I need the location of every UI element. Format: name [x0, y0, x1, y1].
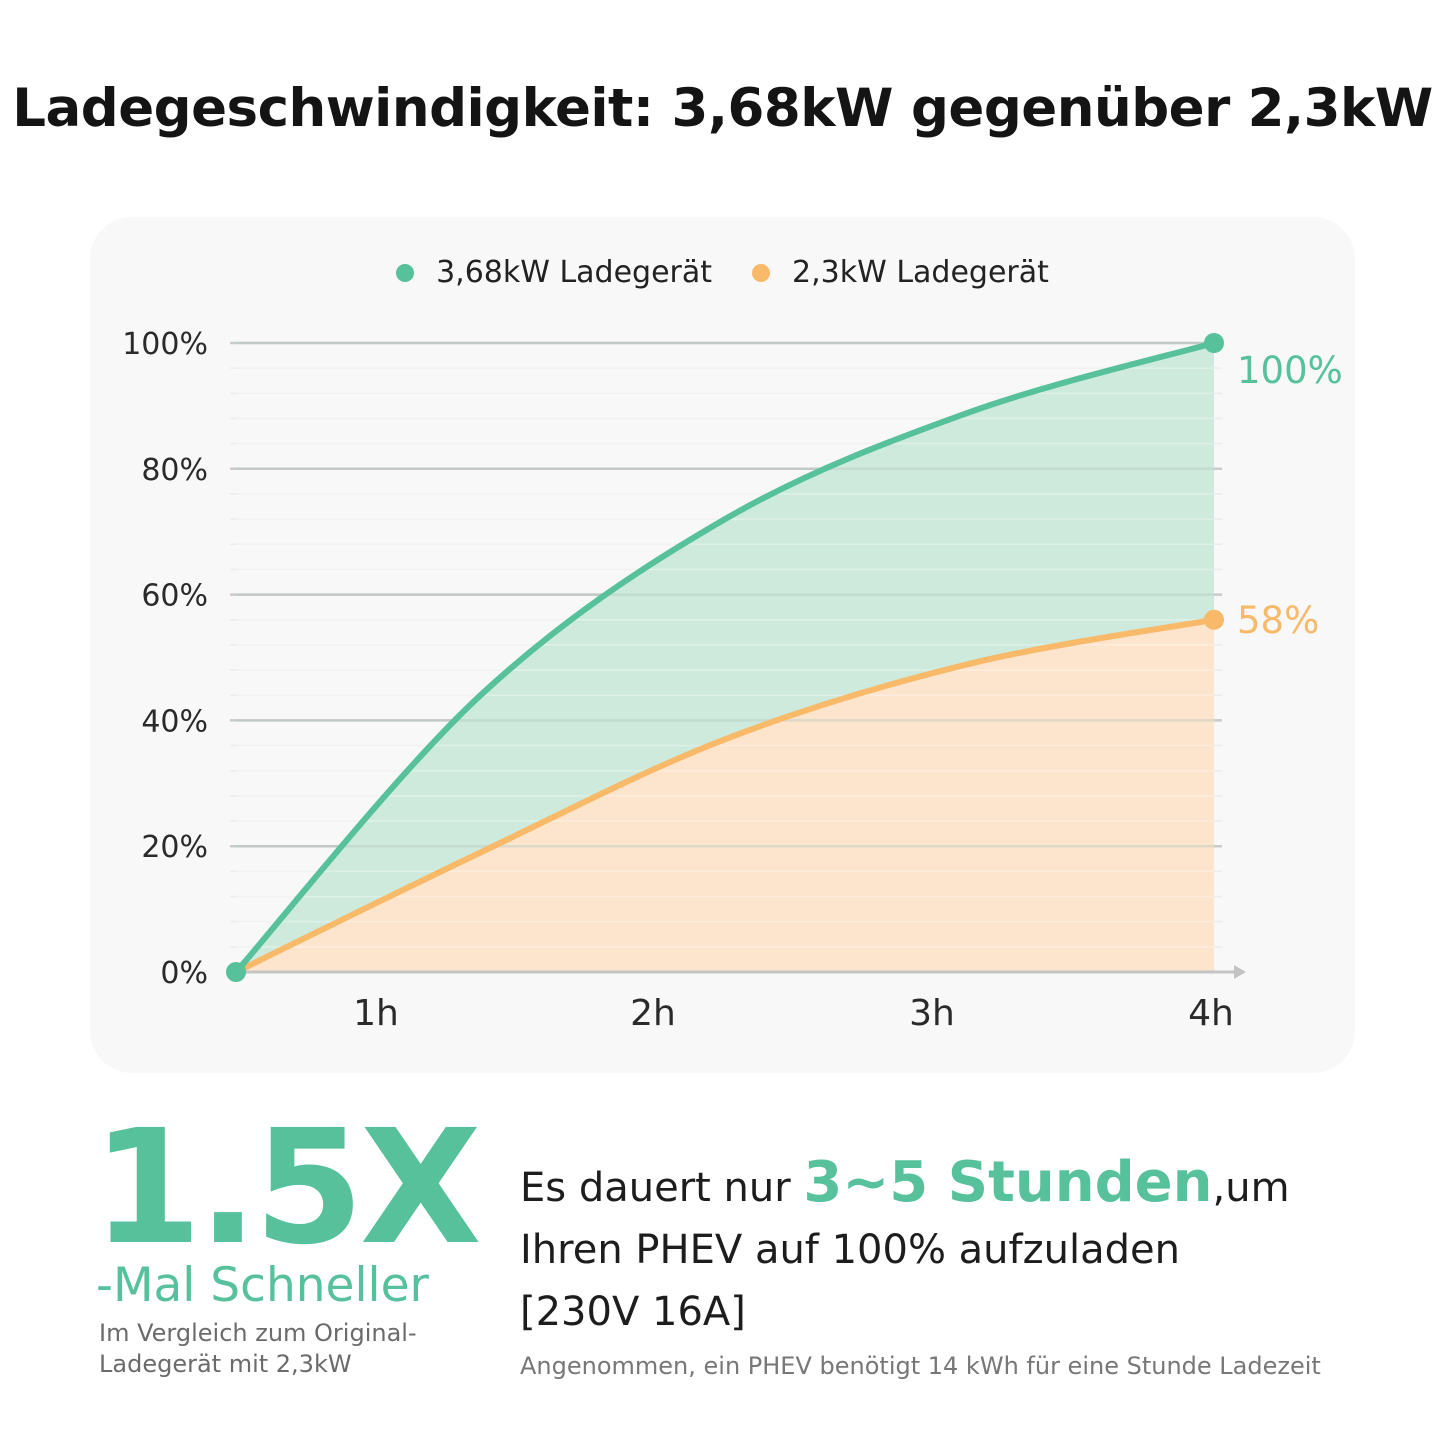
legend-dot-green-icon [396, 263, 415, 282]
legend-label-slow: 2,3kW Ladegerät [792, 255, 1049, 290]
y-tick-label: 20% [141, 830, 208, 865]
x-tick-label: 3h [909, 993, 955, 1034]
description-suffix: ,um [1212, 1165, 1290, 1211]
description-prefix: Es dauert nur [520, 1165, 804, 1211]
y-tick-label: 60% [141, 579, 208, 614]
series-end-point-1 [1204, 333, 1224, 353]
description-line-3: [230V 16A] [520, 1289, 746, 1335]
series-line-2 [233, 616, 1217, 975]
page-title: Ladegeschwindigkeit: 3,68kW gegenüber 2,… [12, 78, 1433, 139]
x-axis-arrow-icon [1234, 965, 1246, 979]
description-line-1: Es dauert nur 3~5 Stunden,um [520, 1152, 1400, 1219]
origin-point [226, 962, 246, 982]
x-tick-label: 2h [630, 993, 676, 1034]
series-area-2 [236, 619, 1214, 972]
series-end-label-2: 58% [1237, 599, 1319, 642]
y-tick-label: 80% [141, 453, 208, 488]
x-tick-label: 4h [1188, 993, 1234, 1034]
footnote: Angenommen, ein PHEV benötigt 14 kWh für… [520, 1352, 1321, 1380]
y-tick-label: 100% [122, 327, 208, 362]
charging-description: Es dauert nur 3~5 Stunden,um Ihren PHEV … [520, 1152, 1400, 1343]
speed-factor-note: Im Vergleich zum Original-Ladegerät mit … [99, 1319, 417, 1378]
legend-item-fast: 3,68kW Ladegerät [396, 255, 712, 290]
speed-factor: 1.5X [92, 1096, 482, 1280]
legend-item-slow: 2,3kW Ladegerät [752, 255, 1049, 290]
speed-factor-label: -Mal Schneller [96, 1258, 429, 1313]
description-line-2: Ihren PHEV auf 100% aufzuladen [520, 1227, 1180, 1273]
y-tick-label: 40% [141, 704, 208, 739]
y-tick-label: 0% [160, 956, 208, 991]
series-line-1 [233, 340, 1217, 975]
legend-dot-orange-icon [752, 263, 771, 282]
chart-legend: 3,68kW Ladegerät 2,3kW Ladegerät [0, 255, 1445, 290]
x-tick-label: 1h [353, 993, 399, 1034]
description-highlight: 3~5 Stunden [803, 1150, 1213, 1215]
series-end-point-2 [1204, 609, 1224, 630]
legend-label-fast: 3,68kW Ladegerät [436, 255, 713, 290]
series-end-label-1: 100% [1237, 349, 1343, 392]
